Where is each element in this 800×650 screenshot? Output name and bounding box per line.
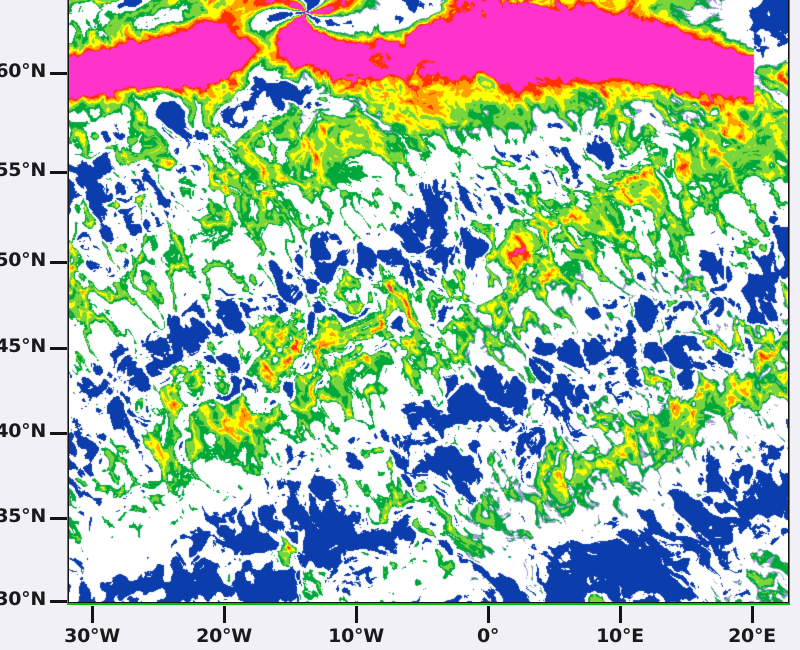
y-tick-label: 30°N — [0, 588, 46, 610]
x-tick-label: 20°W — [196, 625, 252, 647]
y-tick-mark — [50, 347, 67, 350]
y-tick-mark — [50, 600, 67, 603]
x-tick-label: 10°W — [328, 625, 384, 647]
y-tick-label: 45°N — [0, 335, 46, 357]
y-tick-label: 55°N — [0, 159, 46, 181]
y-tick-mark — [50, 261, 67, 264]
y-tick-mark — [50, 517, 67, 520]
x-tick-label: 30°W — [64, 625, 120, 647]
x-tick-mark — [751, 606, 754, 623]
x-tick-mark — [487, 606, 490, 623]
y-tick-label: 50°N — [0, 249, 46, 271]
y-tick-mark — [50, 72, 67, 75]
x-tick-mark — [619, 606, 622, 623]
x-tick-mark — [91, 606, 94, 623]
y-tick-label: 40°N — [0, 420, 46, 442]
y-tick-label: 60°N — [0, 60, 46, 82]
x-tick-mark — [223, 606, 226, 623]
x-tick-label: 20°E — [728, 625, 776, 647]
y-tick-label: 35°N — [0, 505, 46, 527]
contour-map-canvas[interactable] — [67, 0, 790, 605]
x-tick-mark — [355, 606, 358, 623]
y-tick-mark — [50, 171, 67, 174]
x-tick-label: 0° — [476, 625, 500, 647]
x-tick-label: 10°E — [596, 625, 644, 647]
map-plot-area[interactable] — [67, 0, 790, 605]
y-tick-mark — [50, 432, 67, 435]
